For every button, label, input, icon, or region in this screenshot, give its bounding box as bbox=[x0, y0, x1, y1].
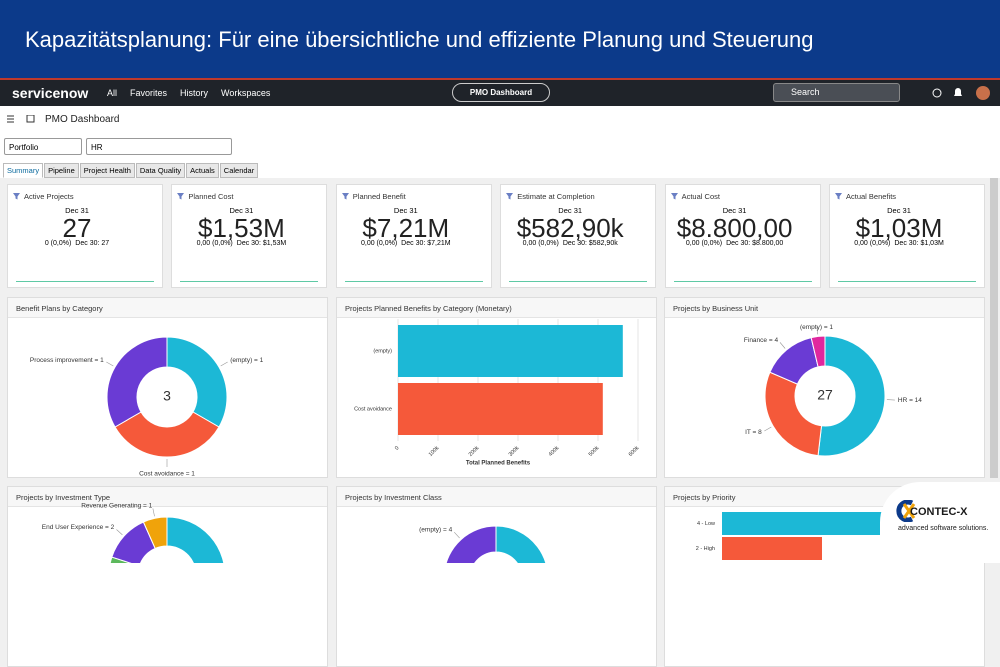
kpi-title: Active Projects bbox=[24, 192, 74, 201]
panel-title: Projects Planned Benefits by Category (M… bbox=[345, 304, 512, 313]
kpi-sparkline bbox=[345, 281, 483, 282]
kpi-delta: 0,00 (0,0%) bbox=[197, 240, 233, 247]
nav-menu: All Favorites History Workspaces bbox=[107, 88, 270, 98]
logo[interactable]: servicenow bbox=[12, 85, 88, 101]
panel-title: Projects by Investment Type bbox=[16, 493, 110, 502]
brand-name: CONTEC-X bbox=[910, 506, 967, 518]
kpi-sparkline bbox=[838, 281, 976, 282]
page: Kapazitätsplanung: Für eine übersichtlic… bbox=[0, 0, 1000, 563]
select-label: Portfolio bbox=[9, 143, 38, 152]
kpi-previous: Dec 30: 27 bbox=[75, 240, 109, 247]
kpi-change: 0,00 (0,0%) Dec 30: $1,53M bbox=[164, 240, 318, 247]
chart-panel: Benefit Plans by Category bbox=[7, 297, 328, 478]
filter-icon[interactable] bbox=[177, 193, 184, 200]
filter-icon[interactable] bbox=[13, 193, 20, 200]
brand-logo: CONTEC-X advanced software solutions. bbox=[880, 482, 1000, 563]
kpi-change: 0,00 (0,0%) Dec 30: $582,90k bbox=[493, 240, 647, 247]
nav-icons bbox=[912, 86, 992, 102]
kpi-change: 0,00 (0,0%) Dec 30: $1,03M bbox=[822, 240, 976, 247]
kpi-title: Actual Cost bbox=[682, 192, 720, 201]
scrollbar[interactable] bbox=[990, 178, 998, 478]
kpi-title: Planned Benefit bbox=[353, 192, 406, 201]
panel-title: Projects by Priority bbox=[673, 493, 736, 502]
kpi-title: Planned Cost bbox=[188, 192, 233, 201]
banner-title: Kapazitätsplanung: Für eine übersichtlic… bbox=[25, 27, 813, 53]
brand-tagline: advanced software solutions. bbox=[898, 525, 988, 532]
panel-title: Projects by Investment Class bbox=[345, 493, 442, 502]
tab[interactable]: Project Health bbox=[80, 163, 135, 178]
chart-panel: Projects Planned Benefits by Category (M… bbox=[336, 297, 657, 478]
select-value: HR bbox=[91, 143, 103, 152]
filter-icon[interactable] bbox=[671, 193, 678, 200]
nav-item[interactable]: History bbox=[180, 88, 208, 98]
kpi-previous: Dec 30: $7,21M bbox=[401, 240, 450, 247]
dashboard-pill[interactable]: PMO Dashboard bbox=[452, 83, 550, 102]
tab[interactable]: Pipeline bbox=[44, 163, 79, 178]
chart-panel: Projects by Business Unit bbox=[664, 297, 985, 478]
banner: Kapazitätsplanung: Für eine übersichtlic… bbox=[0, 0, 1000, 80]
kpi-previous: Dec 30: $8.800,00 bbox=[726, 240, 783, 247]
kpi-change: 0,00 (0,0%) Dec 30: $7,21M bbox=[329, 240, 483, 247]
menu-icons[interactable] bbox=[7, 115, 37, 125]
kpi-previous: Dec 30: $1,53M bbox=[237, 240, 286, 247]
kpi-delta: 0,00 (0,0%) bbox=[361, 240, 397, 247]
tab[interactable]: Data Quality bbox=[136, 163, 185, 178]
search-placeholder: Search bbox=[791, 87, 820, 97]
tab[interactable]: Calendar bbox=[220, 163, 258, 178]
kpi-delta: 0,00 (0,0%) bbox=[686, 240, 722, 247]
nav-item[interactable]: Favorites bbox=[130, 88, 167, 98]
bell-icon[interactable] bbox=[954, 88, 962, 96]
kpi-change: 0 (0,0%) Dec 30: 27 bbox=[0, 240, 154, 247]
nav-item[interactable]: All bbox=[107, 88, 117, 98]
kpi-sparkline bbox=[16, 281, 154, 282]
portfolio-value[interactable]: HR bbox=[86, 138, 232, 155]
avatar[interactable] bbox=[976, 86, 990, 100]
help-icon[interactable] bbox=[933, 89, 941, 97]
kpi-title: Estimate at Completion bbox=[517, 192, 595, 201]
panel-title: Projects by Business Unit bbox=[673, 304, 758, 313]
kpi-delta: 0,00 (0,0%) bbox=[854, 240, 890, 247]
kpi-previous: Dec 30: $582,90k bbox=[563, 240, 618, 247]
tab[interactable]: Actuals bbox=[186, 163, 219, 178]
panel-title: Benefit Plans by Category bbox=[16, 304, 103, 313]
portfolio-select[interactable]: Portfolio bbox=[4, 138, 82, 155]
kpi-title: Actual Benefits bbox=[846, 192, 896, 201]
kpi-change: 0,00 (0,0%) Dec 30: $8.800,00 bbox=[658, 240, 812, 247]
filter-icon[interactable] bbox=[342, 193, 349, 200]
chart-panel: Projects by Investment Class bbox=[336, 486, 657, 667]
kpi-delta: 0 (0,0%) bbox=[45, 240, 71, 247]
kpi-sparkline bbox=[509, 281, 647, 282]
filter-icon[interactable] bbox=[506, 193, 513, 200]
dashboard-title[interactable]: PMO Dashboard bbox=[45, 114, 119, 125]
sub-bar: PMO Dashboard bbox=[0, 106, 1000, 134]
nav-item[interactable]: Workspaces bbox=[221, 88, 270, 98]
kpi-delta: 0,00 (0,0%) bbox=[523, 240, 559, 247]
kpi-previous: Dec 30: $1,03M bbox=[894, 240, 943, 247]
chart-panel: Projects by Investment Type bbox=[7, 486, 328, 667]
top-nav: servicenow All Favorites History Workspaces… bbox=[0, 80, 1000, 106]
filter-icon[interactable] bbox=[835, 193, 842, 200]
kpi-sparkline bbox=[180, 281, 318, 282]
tab[interactable]: Summary bbox=[3, 163, 43, 178]
kpi-sparkline bbox=[674, 281, 812, 282]
search-box[interactable]: Search bbox=[773, 83, 900, 102]
